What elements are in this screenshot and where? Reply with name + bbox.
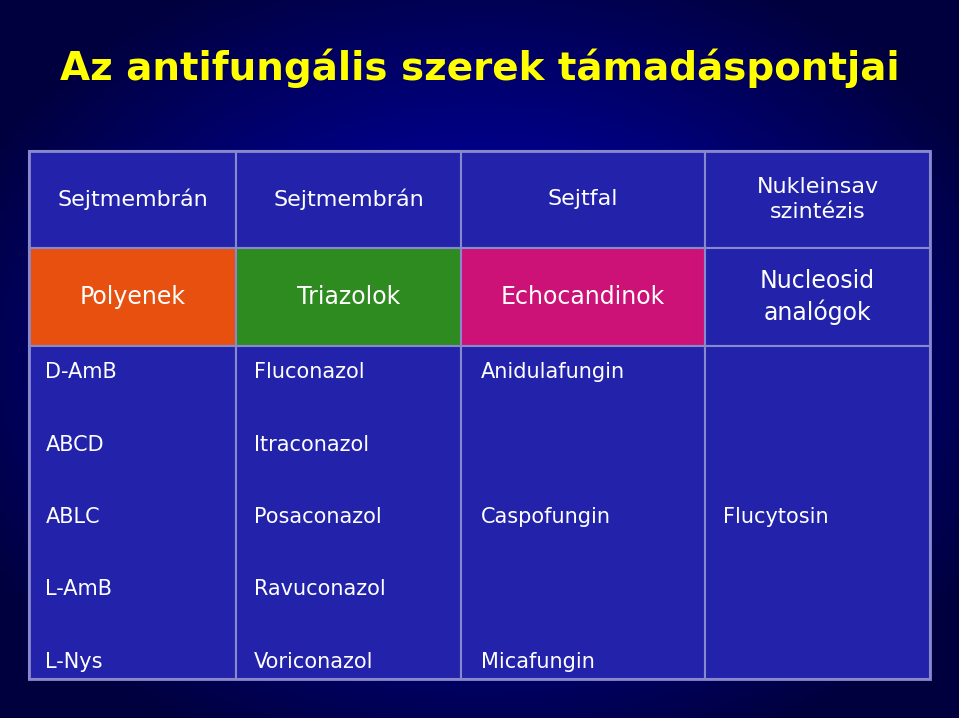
Text: Fluconazol: Fluconazol [254, 362, 364, 382]
Text: Flucytosin: Flucytosin [723, 507, 829, 527]
Text: Anidulafungin: Anidulafungin [481, 362, 625, 382]
Bar [461, 248, 705, 345]
Text: Sejtfal: Sejtfal [548, 190, 619, 210]
Text: L-AmB: L-AmB [45, 579, 112, 600]
Text: Sejtmembrán: Sejtmembrán [273, 189, 424, 210]
Text: Sejtmembrán: Sejtmembrán [58, 189, 208, 210]
Text: Posaconazol: Posaconazol [254, 507, 382, 527]
Text: Caspofungin: Caspofungin [481, 507, 611, 527]
Bar [705, 151, 930, 248]
Text: Ravuconazol: Ravuconazol [254, 579, 386, 600]
Text: L-Nys: L-Nys [45, 652, 103, 672]
Text: Nucleosid
analógok: Nucleosid analógok [760, 269, 876, 325]
Bar [461, 151, 705, 248]
Bar [29, 345, 236, 679]
Text: Nukleinsav
szintézis: Nukleinsav szintézis [757, 177, 878, 222]
Text: Az antifungális szerek támadáspontjai: Az antifungális szerek támadáspontjai [59, 48, 900, 88]
Bar [461, 345, 705, 679]
Bar [29, 151, 236, 248]
Bar [236, 248, 461, 345]
Bar [705, 248, 930, 345]
Bar [29, 151, 930, 679]
Text: ABLC: ABLC [45, 507, 100, 527]
Text: D-AmB: D-AmB [45, 362, 117, 382]
Text: Voriconazol: Voriconazol [254, 652, 374, 672]
Bar [705, 345, 930, 679]
Bar [236, 345, 461, 679]
Text: Polyenek: Polyenek [80, 285, 185, 309]
Bar [236, 151, 461, 248]
Text: Echocandinok: Echocandinok [501, 285, 666, 309]
Text: ABCD: ABCD [45, 434, 104, 454]
Text: Micafungin: Micafungin [481, 652, 595, 672]
Text: Itraconazol: Itraconazol [254, 434, 369, 454]
Text: Triazolok: Triazolok [297, 285, 401, 309]
Bar [29, 248, 236, 345]
